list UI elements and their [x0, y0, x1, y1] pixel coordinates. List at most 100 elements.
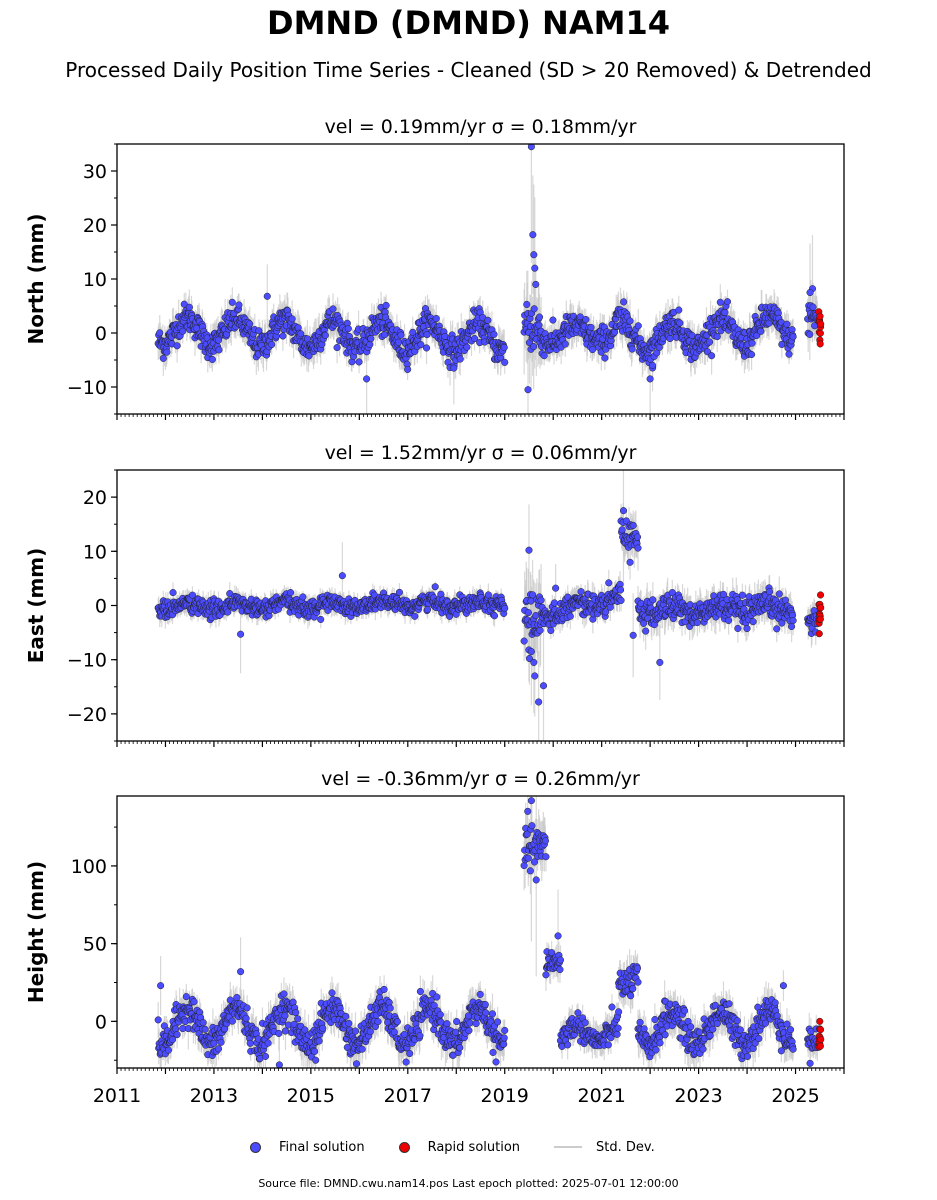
final-solution-point — [179, 327, 187, 335]
final-solution-point — [531, 264, 539, 272]
final-solution-point — [748, 339, 756, 347]
final-solution-point — [501, 604, 509, 612]
final-solution-point — [540, 352, 548, 360]
final-solution-point — [723, 298, 732, 306]
final-solution-point — [463, 343, 471, 351]
y-tick-label: −10 — [67, 377, 107, 399]
final-solution-point — [602, 608, 610, 616]
final-solution-point — [255, 327, 263, 335]
final-solution-point — [721, 308, 729, 317]
rapid-solution-point — [816, 340, 824, 348]
final-solution-point — [577, 588, 585, 596]
final-solution-point — [520, 637, 528, 645]
final-solution-point — [618, 526, 626, 534]
final-solution-point — [409, 328, 417, 336]
final-solution-point — [549, 316, 557, 324]
final-solution-point — [297, 330, 305, 338]
final-solution-point — [363, 375, 371, 383]
y-tick-label: 20 — [83, 215, 107, 237]
final-solution-point — [806, 288, 814, 297]
final-solution-point — [582, 315, 590, 324]
final-solution-point — [676, 319, 684, 327]
final-solution-point — [566, 612, 574, 620]
final-solution-point — [333, 344, 341, 352]
final-solution-point — [394, 338, 402, 346]
final-solution-point — [706, 338, 714, 346]
final-solution-point — [529, 591, 537, 599]
final-solution-point — [530, 343, 538, 351]
final-solution-point — [783, 320, 791, 328]
final-solution-point — [550, 599, 558, 607]
final-solution-point — [329, 305, 337, 313]
final-solution-point — [411, 612, 419, 620]
final-solution-point — [587, 323, 595, 331]
final-solution-point — [321, 331, 329, 339]
final-solution-point — [224, 608, 232, 616]
final-solution-point — [588, 346, 597, 354]
final-solution-point — [263, 292, 271, 300]
final-solution-point — [646, 375, 654, 383]
final-solution-point — [268, 340, 276, 349]
final-solution-point — [173, 342, 181, 350]
final-solution-point — [423, 331, 431, 339]
final-solution-point — [527, 144, 535, 151]
final-solution-point — [431, 583, 439, 591]
final-solution-point — [633, 533, 642, 541]
final-solution-point — [601, 354, 609, 362]
rapid-solution-point — [816, 312, 824, 320]
final-solution-point — [317, 615, 325, 623]
rapid-solution-point — [817, 320, 825, 328]
final-solution-point — [490, 330, 498, 338]
final-solution-point — [456, 355, 464, 363]
final-solution-point — [450, 364, 458, 372]
final-solution-point — [524, 386, 532, 394]
final-solution-point — [616, 586, 625, 594]
final-solution-point — [649, 361, 657, 369]
final-solution-point — [617, 596, 625, 604]
final-solution-point — [159, 354, 167, 362]
final-solution-point — [484, 591, 492, 599]
rapid-solution-point — [816, 329, 824, 337]
final-solution-point — [748, 350, 756, 359]
final-solution-point — [208, 355, 216, 364]
final-solution-point — [547, 626, 555, 635]
final-solution-point — [287, 589, 295, 597]
final-solution-point — [367, 335, 375, 343]
final-solution-point — [188, 591, 196, 599]
final-solution-point — [806, 330, 814, 338]
final-solution-point — [169, 589, 177, 597]
final-solution-point — [713, 333, 721, 341]
plot-frame — [116, 143, 845, 415]
final-solution-point — [530, 305, 538, 313]
final-solution-point — [424, 605, 432, 614]
y-axis-label: North (mm) — [24, 213, 48, 344]
final-solution-point — [634, 322, 642, 330]
final-solution-point — [642, 627, 650, 635]
final-solution-point — [366, 340, 374, 349]
final-solution-point — [524, 609, 532, 617]
final-solution-point — [535, 313, 544, 321]
final-solution-point — [288, 315, 296, 323]
final-solution-point — [156, 329, 164, 337]
final-solution-point — [605, 579, 613, 587]
panel-north: −10 0 10 20 30 vel = 0.19mm/yr σ = 0.18mm/yr N… — [24, 116, 845, 420]
final-solution-point — [620, 298, 628, 306]
y-tick-label: 30 — [83, 161, 107, 183]
final-solution-point — [422, 344, 431, 352]
final-solution-point — [397, 331, 405, 339]
final-solution-point — [532, 280, 540, 288]
final-solution-point — [417, 341, 425, 349]
final-solution-point — [523, 300, 531, 308]
y-tick-label: 10 — [83, 269, 107, 291]
final-solution-point — [382, 301, 390, 309]
final-solution-point — [785, 350, 793, 358]
final-solution-point — [649, 596, 657, 604]
final-solution-point — [484, 316, 492, 324]
final-solution-point — [501, 358, 509, 366]
final-solution-point — [629, 521, 637, 529]
final-solution-point — [355, 358, 363, 366]
plot-area-east — [154, 470, 825, 741]
final-solution-point — [235, 301, 243, 309]
